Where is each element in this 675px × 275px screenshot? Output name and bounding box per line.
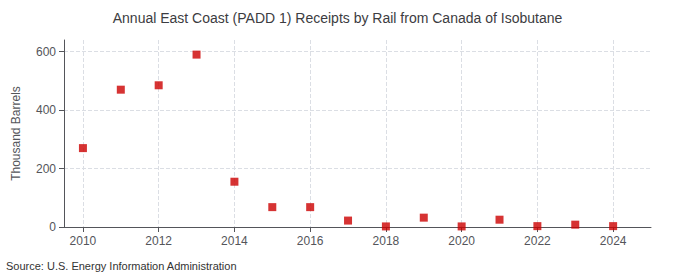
svg-text:2010: 2010 [70, 234, 97, 248]
svg-text:0: 0 [49, 220, 56, 234]
svg-text:2016: 2016 [297, 234, 324, 248]
svg-text:600: 600 [36, 45, 56, 59]
svg-text:2014: 2014 [221, 234, 248, 248]
svg-text:2012: 2012 [145, 234, 172, 248]
svg-text:400: 400 [36, 103, 56, 117]
svg-text:2022: 2022 [524, 234, 551, 248]
svg-text:Annual East Coast (PADD 1) Rec: Annual East Coast (PADD 1) Receipts by R… [113, 10, 563, 26]
svg-text:2024: 2024 [600, 234, 627, 248]
svg-text:Thousand Barrels: Thousand Barrels [9, 86, 23, 181]
svg-text:200: 200 [36, 162, 56, 176]
svg-text:2018: 2018 [373, 234, 400, 248]
svg-text:Source: U.S. Energy Informatio: Source: U.S. Energy Information Administ… [6, 260, 237, 272]
svg-text:2020: 2020 [448, 234, 475, 248]
